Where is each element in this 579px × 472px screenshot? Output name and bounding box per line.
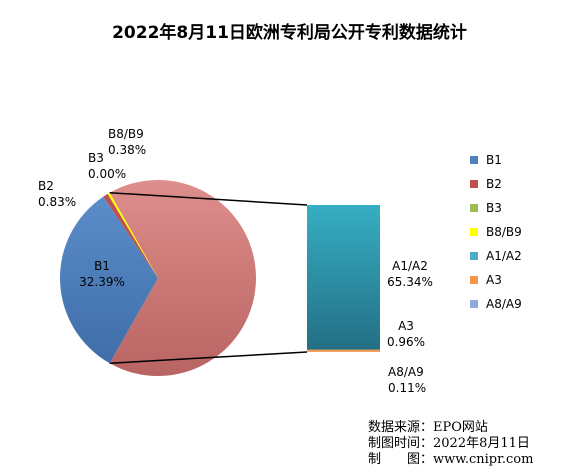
footer-maker: 制 图：www.cnipr.com: [368, 452, 534, 467]
legend-swatch: [470, 300, 478, 308]
label-b1-name: B1: [94, 259, 110, 273]
legend-swatch: [470, 228, 478, 236]
legend-swatch: [470, 156, 478, 164]
connector-top: [109, 191, 308, 206]
legend-item: A8/A9: [470, 292, 522, 316]
chart-title: 2022年8月11日欧洲专利局公开专利数据统计: [112, 23, 467, 43]
footer-date: 制图时间：2022年8月11日: [368, 436, 530, 451]
label-a3-name: A3: [398, 319, 414, 333]
pie-slice-b8b9: [107, 192, 158, 278]
label-a1a2: A1/A2 65.34%: [384, 258, 436, 290]
bar-segment-a3: [307, 349, 380, 352]
legend-label: A3: [486, 273, 502, 287]
connector-bottom: [109, 351, 308, 365]
pie-slice-other: [109, 180, 256, 376]
legend-item: A1/A2: [470, 244, 522, 268]
legend-label: B1: [486, 153, 502, 167]
bar-group: [307, 205, 380, 352]
label-a3: A3 0.96%: [384, 318, 428, 350]
label-a3-value: 0.96%: [386, 335, 426, 349]
legend-swatch: [470, 204, 478, 212]
label-b3: B3 0.00%: [88, 150, 126, 182]
chart-footer: 数据来源：EPO网站 制图时间：2022年8月11日 制 图：www.cnipr…: [368, 420, 533, 468]
legend-item: B8/B9: [470, 220, 522, 244]
label-a1a2-name: A1/A2: [392, 259, 428, 273]
label-b3-value: 0.00%: [88, 167, 127, 181]
legend-item: B3: [470, 196, 522, 220]
legend-swatch: [470, 180, 478, 188]
label-b3-name: B3: [88, 151, 104, 165]
label-b8b9: B8/B9 0.38%: [108, 126, 146, 158]
legend-swatch: [470, 252, 478, 260]
legend-label: B3: [486, 201, 502, 215]
legend: B1 B2 B3 B8/B9 A1/A2 A3 A8/A9: [470, 148, 522, 316]
legend-label: B8/B9: [486, 225, 522, 239]
legend-swatch: [470, 276, 478, 284]
label-a1a2-value: 65.34%: [387, 275, 433, 289]
label-b1: B1 32.39%: [78, 258, 126, 290]
label-a8a9-name: A8/A9: [388, 365, 424, 379]
bar-segment-a1a2: [307, 205, 380, 350]
label-b2-value: 0.83%: [38, 195, 77, 209]
pie-group: [59, 180, 256, 376]
label-b1-value: 32.39%: [79, 275, 125, 289]
pie-slice-b1: [59, 196, 158, 364]
pie-slice-b2: [103, 193, 158, 278]
legend-label: B2: [486, 177, 502, 191]
connector-group: [109, 191, 308, 365]
label-b2-name: B2: [38, 179, 54, 193]
label-b2: B2 0.83%: [38, 178, 76, 210]
footer-source: 数据来源：EPO网站: [368, 420, 488, 435]
legend-label: A1/A2: [486, 249, 522, 263]
legend-label: A8/A9: [486, 297, 522, 311]
label-b8b9-name: B8/B9: [108, 127, 144, 141]
legend-item: B2: [470, 172, 522, 196]
label-b8b9-value: 0.38%: [108, 143, 147, 157]
label-a8a9: A8/A9 0.11%: [388, 364, 426, 396]
legend-item: A3: [470, 268, 522, 292]
legend-item: B1: [470, 148, 522, 172]
label-a8a9-value: 0.11%: [388, 381, 427, 395]
